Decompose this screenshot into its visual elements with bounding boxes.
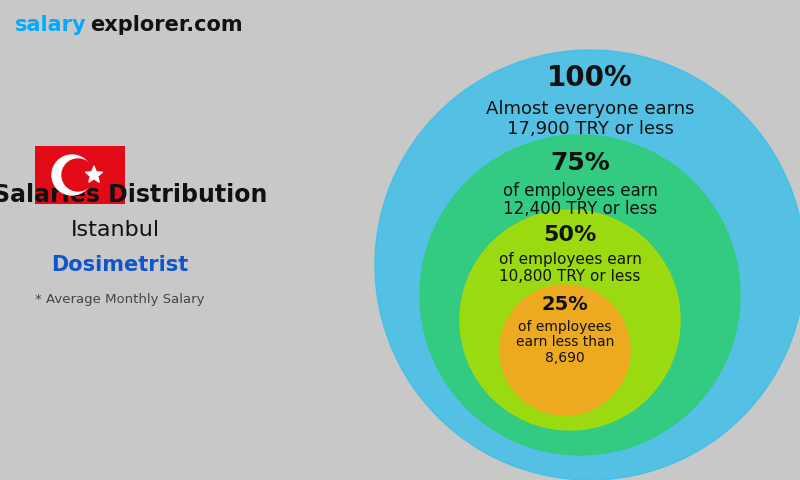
Circle shape [62,159,94,191]
Text: 12,400 TRY or less: 12,400 TRY or less [503,201,657,218]
Circle shape [52,155,92,195]
Text: 8,690: 8,690 [545,351,585,365]
FancyBboxPatch shape [35,146,125,204]
Text: Salaries Distribution: Salaries Distribution [0,183,267,207]
Text: Istanbul: Istanbul [70,220,159,240]
Text: 100%: 100% [547,64,633,92]
Text: Almost everyone earns: Almost everyone earns [486,100,694,118]
Text: earn less than: earn less than [516,335,614,349]
Ellipse shape [460,210,680,430]
Text: of employees earn: of employees earn [498,252,642,267]
Text: of employees: of employees [518,320,612,334]
Ellipse shape [375,50,800,480]
Ellipse shape [500,285,630,415]
Text: * Average Monthly Salary: * Average Monthly Salary [35,293,205,307]
Text: 25%: 25% [542,296,588,314]
Text: of employees earn: of employees earn [502,182,658,200]
Text: Dosimetrist: Dosimetrist [51,255,189,275]
Text: explorer.com: explorer.com [90,15,242,35]
Text: 75%: 75% [550,151,610,175]
Ellipse shape [420,135,740,455]
Text: salary: salary [15,15,86,35]
Text: 50%: 50% [543,225,597,245]
Text: 10,800 TRY or less: 10,800 TRY or less [499,269,641,284]
Text: 17,900 TRY or less: 17,900 TRY or less [506,120,674,138]
Polygon shape [86,166,102,182]
